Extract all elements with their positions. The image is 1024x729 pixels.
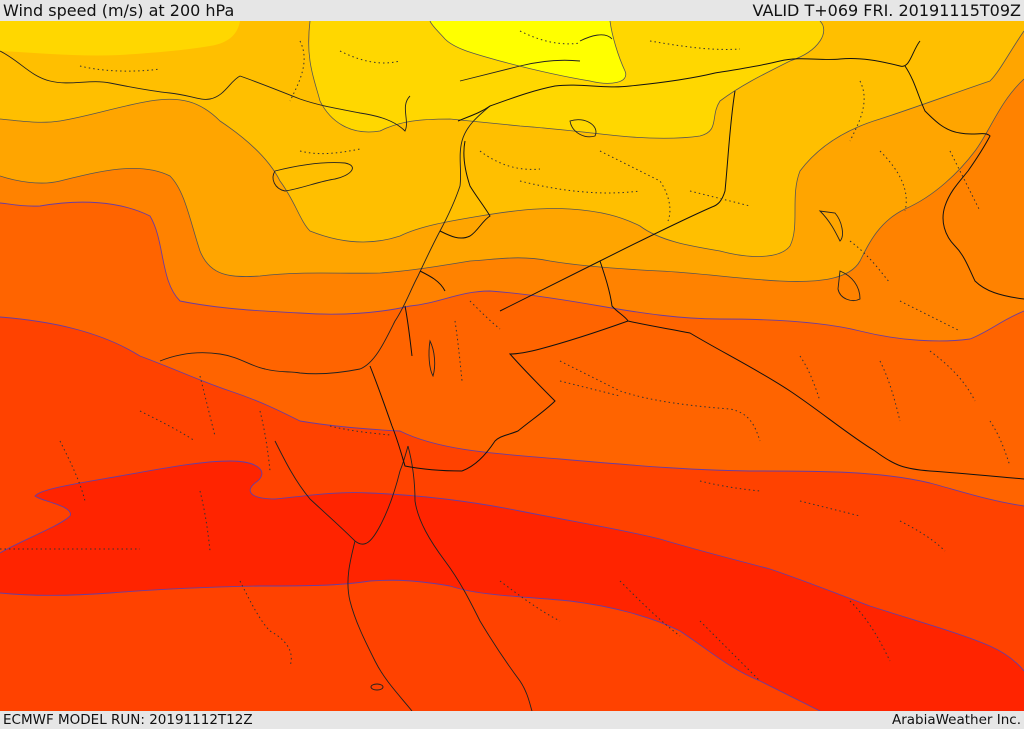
coastline-mediterranean [0, 50, 491, 375]
footer-bar: ECMWF MODEL RUN: 20191112T12Z ArabiaWeat… [0, 711, 1024, 729]
border-syria-iraq [499, 90, 736, 312]
band-bright-yellow [430, 21, 626, 84]
model-run: ECMWF MODEL RUN: 20191112T12Z [3, 712, 253, 728]
band-amber [0, 21, 1024, 257]
admin-boundaries-egypt [0, 375, 891, 682]
coastline-black-sea [569, 34, 613, 138]
contour-yellow [308, 21, 825, 139]
contour-amber [0, 30, 1024, 257]
map-svg [0, 21, 1024, 711]
coastline-cyprus [272, 162, 353, 192]
header-bar: Wind speed (m/s) at 200 hPa VALID T+069 … [0, 0, 1024, 21]
map-title: Wind speed (m/s) at 200 hPa [3, 1, 235, 20]
coastline-red-sea-gulfs [274, 440, 533, 711]
contour-bright-yellow [429, 21, 627, 84]
band-red [0, 461, 1024, 711]
credit: ArabiaWeather Inc. [891, 712, 1021, 728]
admin-boundaries-north [79, 30, 981, 212]
valid-time: VALID T+069 FRI. 20191115T09Z [752, 1, 1021, 20]
contour-orange [0, 201, 1024, 342]
contour-orange-deep [0, 316, 1024, 507]
band-yellow [308, 21, 824, 139]
border-turkey-south [457, 40, 921, 122]
coastline-anatolia [239, 59, 581, 132]
border-iraq-saudi [599, 260, 1024, 480]
coastline-caspian [818, 210, 861, 301]
wind-speed-map [0, 21, 1024, 711]
coastline-dead-sea [428, 339, 436, 378]
contour-red-boundary [0, 460, 1024, 672]
contour-red-south [0, 579, 821, 711]
border-iran-iraq [904, 65, 1024, 300]
lake-nasser-fragment [370, 683, 384, 691]
border-levant-coast [404, 140, 491, 357]
band-yellow-nw [0, 21, 240, 56]
border-egypt-israel [369, 365, 463, 472]
admin-boundaries-saudi [559, 350, 1011, 552]
contour-orange-light [0, 78, 1024, 282]
border-jordan [461, 320, 629, 472]
